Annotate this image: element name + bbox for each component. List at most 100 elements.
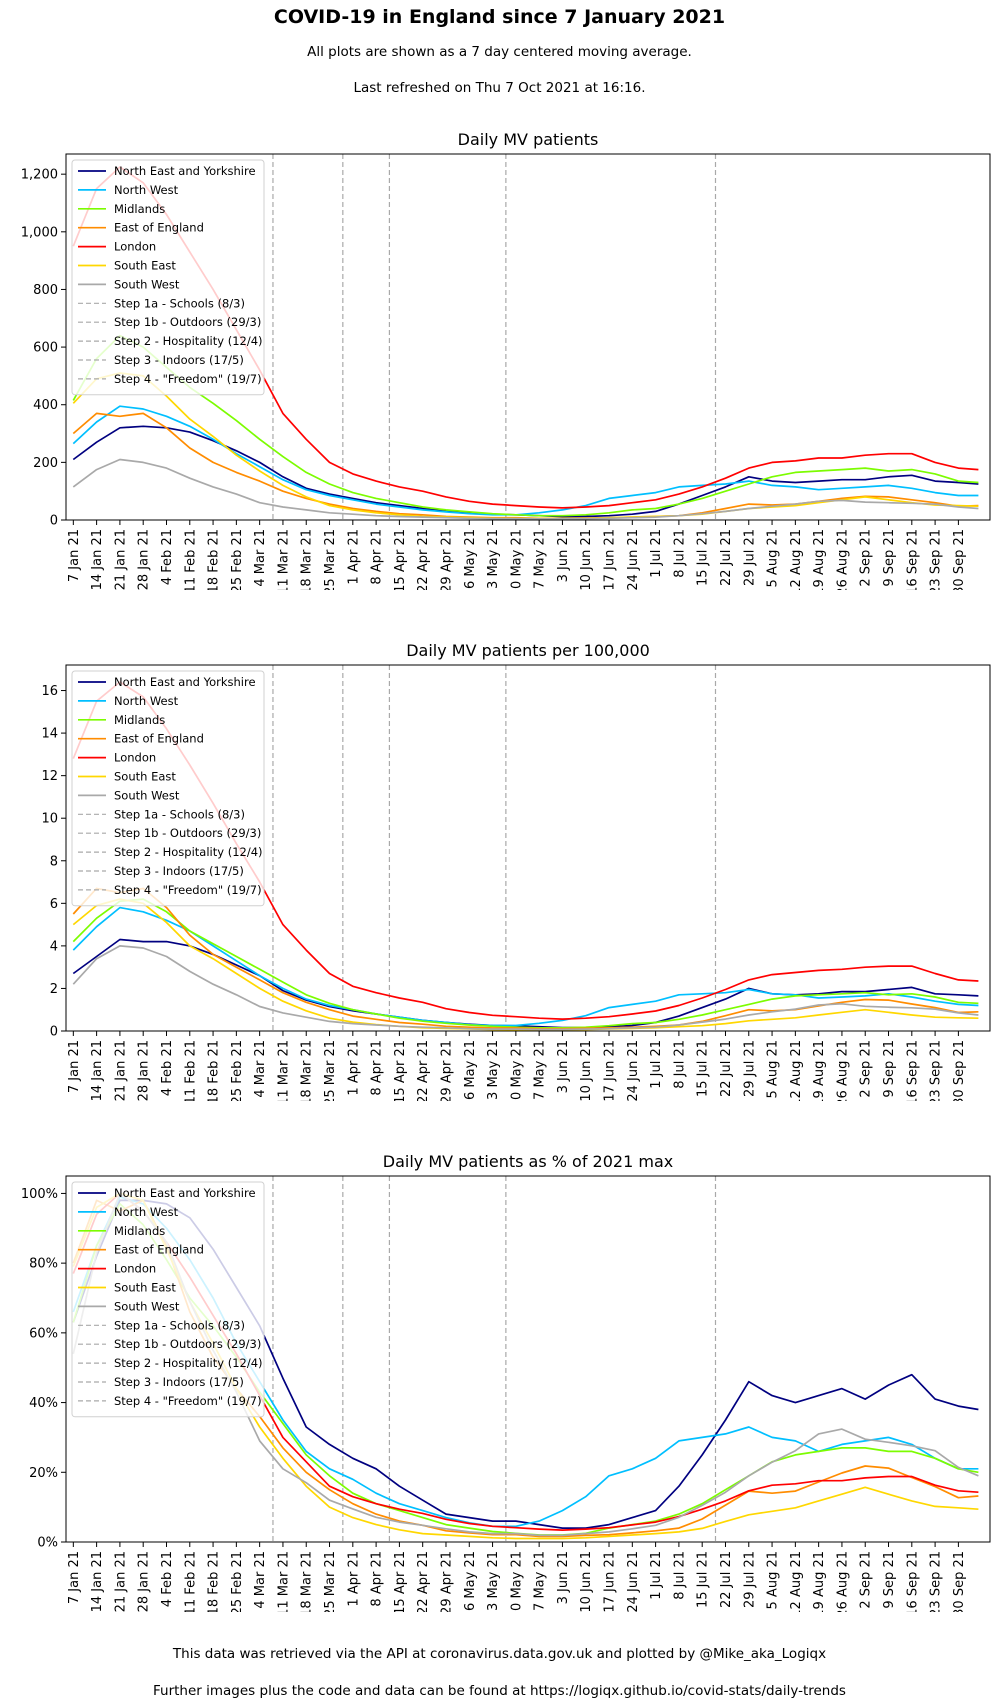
x-tick-label: 4 Mar 21 <box>253 529 268 587</box>
legend-entry: South West <box>114 1299 180 1313</box>
legend-entry: Step 4 - "Freedom" (19/7) <box>114 883 262 897</box>
x-tick-label: 25 Mar 21 <box>323 529 338 590</box>
x-tick-label: 15 Apr 21 <box>393 1551 408 1612</box>
x-tick-label: 8 Jul 21 <box>672 1040 687 1089</box>
legend-entry: South East <box>114 1281 176 1295</box>
plot-title: Daily MV patients <box>458 130 599 149</box>
x-tick-label: 6 May 21 <box>463 1551 478 1611</box>
x-tick-label: 3 Jun 21 <box>556 1551 571 1604</box>
x-tick-label: 26 Aug 21 <box>835 529 850 590</box>
x-tick-label: 26 Aug 21 <box>835 1551 850 1612</box>
chart-daily-mv-patients-per-100k: Daily MV patients per 100,000 0 2 4 6 8 10 12 14… <box>41 641 991 1101</box>
x-tick-label: 4 Mar 21 <box>253 1040 268 1098</box>
x-tick-label: 21 Jan 21 <box>113 1040 128 1101</box>
x-tick-label: 22 Apr 21 <box>416 529 431 590</box>
x-tick-label: 5 Aug 21 <box>766 529 781 587</box>
x-tick-label: 9 Sep 21 <box>882 1551 897 1609</box>
x-tick-label: 19 Aug 21 <box>812 1040 827 1101</box>
y-tick-label: 14 <box>41 727 58 742</box>
x-tick-label: 13 May 21 <box>486 1040 501 1101</box>
x-tick-label: 10 Jun 21 <box>579 1551 594 1612</box>
legend-entry: Step 1b - Outdoors (29/3) <box>114 826 261 840</box>
x-tick-label: 4 Mar 21 <box>253 1551 268 1609</box>
x-tick-label: 24 Jun 21 <box>626 1551 641 1612</box>
x-tick-label: 11 Feb 21 <box>183 1551 198 1612</box>
y-tick-label: 0% <box>37 1536 58 1551</box>
x-tick-label: 24 Jun 21 <box>626 1040 641 1101</box>
x-tick-label: 27 May 21 <box>533 1040 548 1101</box>
x-tick-label: 30 Sep 21 <box>952 1551 967 1612</box>
legend-entry: Step 4 - "Freedom" (19/7) <box>114 372 262 386</box>
footer-source-text: This data was retrieved via the API at c… <box>172 1646 827 1662</box>
x-tick-label: 30 Sep 21 <box>952 1040 967 1101</box>
x-tick-label: 2 Sep 21 <box>859 1551 874 1609</box>
y-tick-label: 40% <box>29 1396 58 1411</box>
series-line-east-of-england <box>72 887 979 1030</box>
x-tick-label: 29 Apr 21 <box>439 1551 454 1612</box>
x-tick-label: 27 May 21 <box>533 529 548 590</box>
legend-entry: London <box>114 1262 156 1276</box>
x-tick-label: 8 Apr 21 <box>370 1040 385 1096</box>
x-tick-label: 10 Jun 21 <box>579 529 594 590</box>
x-tick-label: 15 Apr 21 <box>393 529 408 590</box>
legend-entry: East of England <box>114 1243 204 1257</box>
legend: North East and Yorkshire North West Midlan… <box>71 159 265 396</box>
y-tick-label: 10 <box>41 812 58 827</box>
y-tick-label: 0 <box>50 514 58 529</box>
x-tick-label: 1 Apr 21 <box>346 529 361 585</box>
x-tick-label: 7 Jan 21 <box>67 529 82 582</box>
x-tick-label: 11 Mar 21 <box>276 1040 291 1101</box>
x-tick-label: 17 Jun 21 <box>603 1040 618 1101</box>
x-tick-label: 28 Jan 21 <box>137 1040 152 1101</box>
legend-entry: South West <box>114 277 180 291</box>
y-tick-label: 1,000 <box>21 225 58 240</box>
legend-box <box>71 159 265 396</box>
x-tick-label: 23 Sep 21 <box>929 529 944 590</box>
x-tick-label: 29 Jul 21 <box>742 1551 757 1608</box>
legend-entry: Step 2 - Hospitality (12/4) <box>114 1356 263 1370</box>
x-tick-label: 19 Aug 21 <box>812 1551 827 1612</box>
legend-entry: North West <box>114 183 179 197</box>
y-tick-label: 60% <box>29 1326 58 1341</box>
x-tick-label: 29 Jul 21 <box>742 1040 757 1097</box>
x-tick-label: 6 May 21 <box>463 529 478 589</box>
x-tick-label: 21 Jan 21 <box>113 529 128 590</box>
plot-frame <box>65 153 991 521</box>
y-tick-label: 8 <box>50 854 58 869</box>
x-tick-label: 16 Sep 21 <box>905 1040 920 1101</box>
legend-entry: North West <box>114 694 179 708</box>
x-tick-label: 11 Mar 21 <box>276 529 291 590</box>
x-tick-label: 3 Jun 21 <box>556 1040 571 1093</box>
legend-entry: North East and Yorkshire <box>114 1186 256 1200</box>
x-tick-label: 22 Jul 21 <box>719 529 734 586</box>
series-line-east-of-england <box>72 412 979 520</box>
x-tick-label: 22 Jul 21 <box>719 1551 734 1608</box>
x-tick-label: 21 Jan 21 <box>113 1551 128 1612</box>
series-line-midlands <box>72 898 979 1029</box>
x-tick-label: 25 Mar 21 <box>323 1551 338 1612</box>
series-line-south-east <box>72 898 979 1031</box>
x-tick-label: 8 Apr 21 <box>370 1551 385 1607</box>
legend-entry: Midlands <box>114 202 165 216</box>
y-tick-label: 100% <box>21 1187 58 1202</box>
x-tick-label: 18 Mar 21 <box>300 1040 315 1101</box>
y-tick-label: 400 <box>33 398 58 413</box>
x-tick-label: 2 Sep 21 <box>859 1040 874 1098</box>
x-tick-label: 15 Jul 21 <box>696 1551 711 1608</box>
x-tick-label: 10 Jun 21 <box>579 1040 594 1101</box>
x-tick-label: 9 Sep 21 <box>882 1040 897 1098</box>
y-tick-label: 80% <box>29 1257 58 1272</box>
x-tick-label: 25 Feb 21 <box>230 529 245 590</box>
x-tick-label: 6 May 21 <box>463 1040 478 1100</box>
plot-title: Daily MV patients as % of 2021 max <box>383 1152 673 1171</box>
x-tick-label: 28 Jan 21 <box>137 529 152 590</box>
x-tick-label: 26 Aug 21 <box>835 1040 850 1101</box>
y-tick-label: 20% <box>29 1466 58 1481</box>
x-tick-label: 1 Apr 21 <box>346 1040 361 1096</box>
legend-entry: Step 3 - Indoors (17/5) <box>114 1375 244 1389</box>
x-tick-label: 18 Mar 21 <box>300 529 315 590</box>
x-tick-label: 2 Sep 21 <box>859 529 874 587</box>
x-tick-label: 14 Jan 21 <box>90 1040 105 1101</box>
chart-daily-mv-patients: Daily MV patients 0 200 400 600 800 1,000 1,200… <box>21 130 991 590</box>
legend-entry: North West <box>114 1205 179 1219</box>
